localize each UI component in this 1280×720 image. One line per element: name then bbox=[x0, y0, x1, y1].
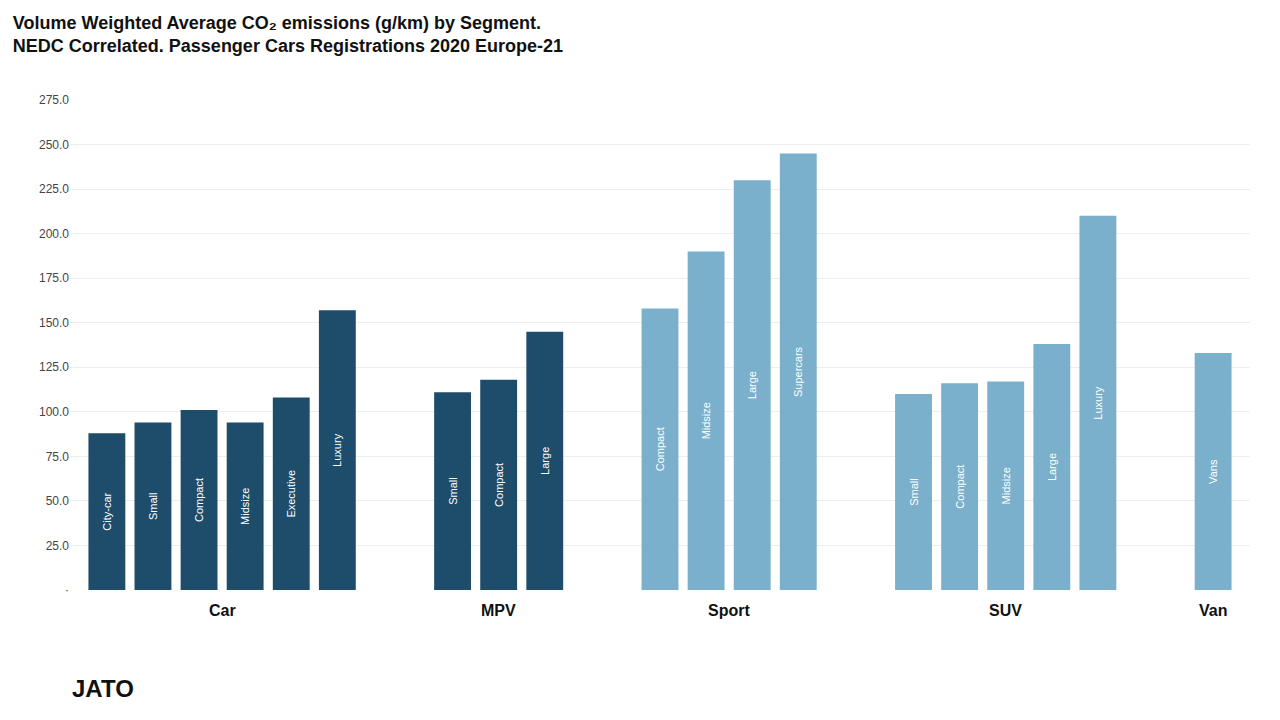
svg-text:200.0: 200.0 bbox=[39, 227, 69, 241]
svg-text:Large: Large bbox=[746, 371, 758, 399]
svg-text:150.0: 150.0 bbox=[39, 316, 69, 330]
svg-text:Luxury: Luxury bbox=[331, 433, 343, 467]
svg-text:Sport: Sport bbox=[708, 602, 750, 619]
svg-text:SUV: SUV bbox=[989, 602, 1022, 619]
svg-text:25.0: 25.0 bbox=[46, 539, 70, 553]
svg-text:Midsize: Midsize bbox=[239, 488, 251, 525]
svg-text:Compact: Compact bbox=[493, 463, 505, 507]
svg-text:Small: Small bbox=[147, 492, 159, 520]
svg-text:JATO: JATO bbox=[72, 675, 134, 702]
svg-text:250.0: 250.0 bbox=[39, 138, 69, 152]
svg-text:·: · bbox=[65, 583, 69, 597]
svg-text:175.0: 175.0 bbox=[39, 271, 69, 285]
svg-text:MPV: MPV bbox=[481, 602, 516, 619]
svg-text:125.0: 125.0 bbox=[39, 360, 69, 374]
svg-text:100.0: 100.0 bbox=[39, 405, 69, 419]
svg-text:Vans: Vans bbox=[1207, 459, 1219, 484]
svg-text:75.0: 75.0 bbox=[46, 450, 70, 464]
svg-text:Large: Large bbox=[539, 447, 551, 475]
svg-text:Compact: Compact bbox=[193, 478, 205, 522]
svg-text:Van: Van bbox=[1199, 602, 1227, 619]
svg-text:Compact: Compact bbox=[654, 427, 666, 471]
svg-text:Compact: Compact bbox=[954, 465, 966, 509]
svg-text:Large: Large bbox=[1046, 453, 1058, 481]
svg-text:City-car: City-car bbox=[101, 492, 113, 530]
svg-text:Small: Small bbox=[908, 478, 920, 506]
svg-text:Supercars: Supercars bbox=[792, 346, 804, 397]
svg-text:Car: Car bbox=[209, 602, 236, 619]
svg-text:Volume Weighted Average CO₂ em: Volume Weighted Average CO₂ emissions (g… bbox=[13, 13, 563, 56]
svg-text:50.0: 50.0 bbox=[46, 494, 70, 508]
svg-text:Executive: Executive bbox=[285, 470, 297, 518]
svg-text:Midsize: Midsize bbox=[700, 402, 712, 439]
svg-text:Luxury: Luxury bbox=[1092, 386, 1104, 420]
svg-text:225.0: 225.0 bbox=[39, 182, 69, 196]
svg-text:Small: Small bbox=[447, 477, 459, 505]
svg-text:275.0: 275.0 bbox=[39, 93, 69, 107]
svg-text:Midsize: Midsize bbox=[1000, 467, 1012, 504]
